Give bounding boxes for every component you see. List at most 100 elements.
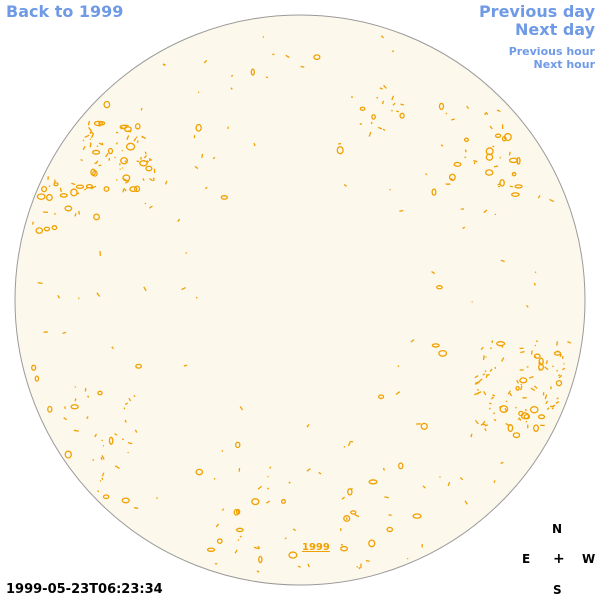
feature-mark (529, 375, 534, 379)
feature-mark (512, 432, 521, 439)
feature-mark (87, 120, 91, 126)
year-link[interactable]: 1999 (302, 542, 330, 553)
feature-mark (107, 147, 114, 155)
feature-mark (484, 112, 487, 116)
feature-mark (500, 461, 504, 465)
solar-disk (14, 14, 586, 586)
feature-mark (556, 341, 559, 346)
feature-mark (300, 65, 305, 68)
feature-mark (297, 565, 301, 568)
feature-mark (34, 375, 40, 382)
feature-mark (482, 373, 486, 376)
back-to-year-link[interactable]: Back to 1999 (6, 2, 124, 21)
feature-mark (145, 165, 153, 172)
feature-mark (436, 285, 443, 290)
previous-hour-link[interactable]: Previous hour (508, 45, 595, 58)
feature-mark (549, 198, 555, 203)
feature-mark (493, 165, 499, 168)
feature-mark (370, 121, 373, 125)
feature-mark (503, 132, 512, 142)
feature-mark (139, 160, 148, 167)
feature-mark (509, 392, 513, 397)
feature-mark (544, 366, 549, 371)
feature-mark (230, 74, 234, 77)
feature-mark (221, 508, 225, 511)
feature-mark (123, 126, 132, 133)
feature-mark (84, 387, 87, 392)
feature-mark (203, 59, 208, 64)
feature-mark (489, 368, 493, 372)
feature-mark (266, 500, 270, 504)
feature-mark (464, 156, 467, 159)
feature-mark (93, 120, 104, 127)
feature-mark (425, 173, 428, 176)
feature-mark (347, 488, 353, 496)
feature-mark (280, 498, 287, 505)
feature-mark (343, 183, 347, 187)
next-day-link[interactable]: Next day (515, 20, 595, 39)
feature-mark (239, 535, 242, 538)
feature-mark (124, 419, 127, 423)
feature-mark (551, 407, 554, 410)
feature-mark (395, 391, 401, 396)
feature-mark (257, 485, 262, 490)
feature-mark (507, 423, 514, 433)
feature-mark (336, 146, 344, 155)
feature-mark (459, 476, 464, 481)
feature-mark (518, 417, 522, 421)
feature-mark (398, 462, 404, 470)
feature-mark (237, 539, 240, 541)
feature-mark (511, 192, 520, 197)
feature-mark (115, 131, 119, 134)
feature-mark (505, 422, 510, 427)
feature-mark (133, 394, 136, 398)
feature-mark (345, 517, 348, 521)
feature-mark (359, 122, 363, 126)
feature-mark (74, 213, 77, 217)
feature-mark (63, 417, 68, 421)
feature-mark (499, 179, 505, 187)
feature-mark (558, 374, 561, 377)
feature-mark (358, 567, 361, 570)
feature-mark (484, 370, 487, 373)
feature-mark (368, 479, 378, 485)
feature-mark (493, 418, 497, 422)
feature-mark (533, 282, 536, 286)
feature-mark (235, 441, 241, 449)
feature-mark (519, 385, 523, 391)
feature-mark (82, 145, 86, 151)
feature-mark (125, 142, 136, 151)
feature-mark (343, 515, 351, 522)
feature-mark (340, 545, 349, 552)
compass-north: N (552, 522, 563, 536)
feature-mark (181, 286, 186, 291)
feature-mark (87, 395, 90, 398)
feature-mark (105, 152, 109, 158)
feature-mark (538, 363, 544, 371)
feature-mark (233, 508, 240, 516)
feature-mark (451, 118, 455, 121)
feature-mark (250, 68, 255, 76)
feature-mark (464, 500, 468, 505)
next-hour-link[interactable]: Next hour (533, 58, 596, 71)
feature-mark (501, 345, 504, 349)
feature-mark (493, 480, 496, 483)
feature-mark (545, 400, 549, 405)
feature-mark (530, 387, 536, 392)
feature-mark (201, 153, 204, 158)
feature-mark (136, 160, 140, 163)
feature-mark (53, 182, 59, 187)
feature-mark (440, 144, 444, 147)
feature-mark (162, 63, 166, 66)
feature-mark (45, 193, 53, 202)
feature-mark (462, 226, 466, 230)
feature-mark (123, 188, 127, 192)
feature-mark (256, 570, 260, 573)
previous-day-link[interactable]: Previous day (478, 2, 595, 21)
feature-mark (292, 528, 297, 532)
feature-mark (406, 557, 409, 560)
feature-mark (520, 350, 525, 354)
feature-mark (124, 160, 127, 163)
feature-mark (466, 105, 470, 110)
feature-mark (523, 413, 531, 420)
